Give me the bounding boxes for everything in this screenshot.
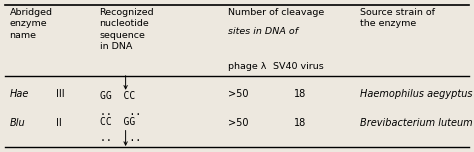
Text: Source strain of
the enzyme: Source strain of the enzyme [360,8,435,28]
Text: 18: 18 [294,118,306,128]
Text: Hae: Hae [9,89,29,99]
Text: 18: 18 [294,89,306,99]
Text: sites in DNA of: sites in DNA of [228,27,298,36]
Text: >50: >50 [228,118,248,128]
Text: SV40 virus: SV40 virus [273,62,323,71]
Text: II: II [56,118,62,128]
Text: Recognized
nucleotide
sequence
in DNA: Recognized nucleotide sequence in DNA [100,8,154,51]
Text: Abridged
enzyme
name: Abridged enzyme name [9,8,53,40]
Text: GG  CC: GG CC [100,91,135,101]
Text: Number of cleavage: Number of cleavage [228,8,324,17]
Text: ..   ..: .. .. [100,133,141,143]
Text: CC  GG: CC GG [100,117,135,127]
Text: >50: >50 [228,89,248,99]
Text: Brevibacterium luteum: Brevibacterium luteum [360,118,473,128]
Text: Haemophilus aegyptus: Haemophilus aegyptus [360,89,473,99]
Text: III: III [56,89,65,99]
Text: ..   ..: .. .. [100,107,141,117]
Text: phage λ: phage λ [228,62,266,71]
Text: Blu: Blu [9,118,25,128]
